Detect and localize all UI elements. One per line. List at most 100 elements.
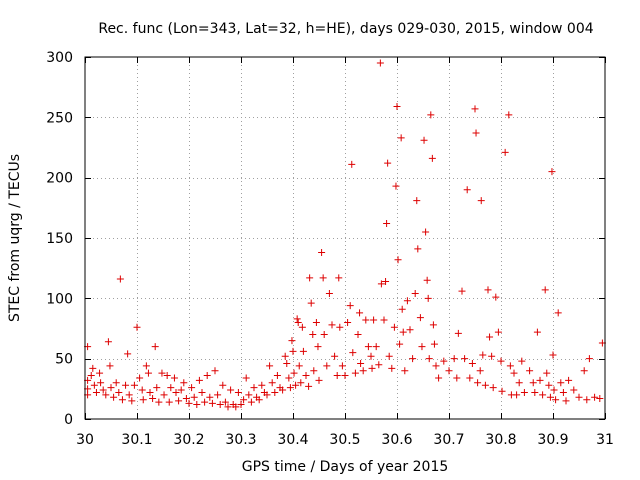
data-point bbox=[367, 352, 375, 360]
data-point bbox=[112, 379, 120, 387]
data-point bbox=[315, 376, 323, 384]
data-point bbox=[545, 381, 553, 389]
data-point bbox=[376, 59, 384, 67]
data-point bbox=[423, 276, 431, 284]
chart-title: Rec. func (Lon=343, Lat=32, h=HE), days … bbox=[98, 21, 593, 37]
data-point bbox=[118, 396, 126, 404]
data-point bbox=[411, 290, 419, 298]
data-point bbox=[206, 393, 214, 401]
data-point bbox=[144, 369, 152, 377]
data-point bbox=[221, 398, 229, 406]
data-point bbox=[385, 352, 393, 360]
data-point bbox=[328, 321, 336, 329]
data-point bbox=[175, 397, 183, 405]
data-point bbox=[552, 396, 560, 404]
data-point bbox=[208, 399, 216, 407]
data-point bbox=[124, 350, 132, 358]
data-point bbox=[393, 102, 401, 110]
data-point bbox=[409, 355, 417, 363]
data-point bbox=[289, 347, 297, 355]
data-point bbox=[153, 384, 161, 392]
data-point bbox=[138, 386, 146, 394]
data-point bbox=[302, 372, 310, 380]
data-point bbox=[283, 359, 291, 367]
data-point bbox=[125, 391, 133, 399]
data-point bbox=[104, 338, 112, 346]
data-point bbox=[384, 159, 392, 167]
data-point bbox=[489, 384, 497, 392]
data-point bbox=[288, 337, 296, 345]
data-point bbox=[160, 391, 168, 399]
data-point bbox=[128, 397, 136, 405]
data-point bbox=[427, 111, 435, 119]
data-point bbox=[432, 362, 440, 370]
x-axis-label: GPS time / Days of year 2015 bbox=[242, 459, 449, 475]
data-point bbox=[486, 333, 494, 341]
data-point bbox=[406, 326, 414, 334]
data-point bbox=[536, 376, 544, 384]
data-point bbox=[377, 280, 385, 288]
data-point bbox=[357, 359, 365, 367]
data-point bbox=[211, 367, 219, 375]
data-point bbox=[501, 148, 509, 156]
data-point bbox=[466, 374, 474, 382]
data-point bbox=[165, 398, 173, 406]
data-point bbox=[155, 398, 163, 406]
data-point bbox=[481, 381, 489, 389]
data-point bbox=[227, 386, 235, 394]
data-point bbox=[396, 340, 404, 348]
data-point bbox=[258, 381, 266, 389]
data-point bbox=[151, 343, 159, 351]
data-point bbox=[136, 374, 144, 382]
data-point bbox=[96, 369, 104, 377]
data-point bbox=[565, 376, 573, 384]
data-point bbox=[133, 323, 141, 331]
data-point bbox=[106, 362, 114, 370]
data-point bbox=[418, 343, 426, 351]
data-point bbox=[333, 372, 341, 380]
data-point bbox=[266, 362, 274, 370]
data-points bbox=[84, 59, 606, 411]
y-tick-label: 250 bbox=[46, 110, 73, 126]
data-point bbox=[149, 394, 157, 402]
data-point bbox=[89, 364, 97, 372]
data-point bbox=[305, 382, 313, 390]
data-point bbox=[450, 355, 458, 363]
plot-frame bbox=[84, 56, 606, 420]
data-point bbox=[214, 391, 222, 399]
data-point bbox=[344, 318, 352, 326]
data-point bbox=[461, 355, 469, 363]
data-point bbox=[416, 314, 424, 322]
data-point bbox=[549, 351, 557, 359]
data-point bbox=[87, 372, 95, 380]
data-point bbox=[518, 357, 526, 365]
data-point bbox=[550, 386, 558, 394]
data-point bbox=[195, 376, 203, 384]
data-point bbox=[383, 220, 391, 228]
data-point bbox=[146, 388, 154, 396]
data-point bbox=[413, 197, 421, 205]
data-point bbox=[255, 396, 263, 404]
data-point bbox=[170, 374, 178, 382]
data-point bbox=[122, 381, 130, 389]
data-point bbox=[331, 352, 339, 360]
data-point bbox=[299, 347, 307, 355]
x-axis-ticks: 30 30.1 30.2 30.3 30.4 30.5 30.6 30.7 30.8 30.9 31 bbox=[76, 57, 614, 448]
data-point bbox=[375, 361, 383, 369]
data-point bbox=[97, 379, 105, 387]
data-point bbox=[116, 275, 124, 283]
y-axis-label: STEC from uqrg / TECUs bbox=[7, 154, 23, 322]
y-tick-label: 50 bbox=[55, 352, 73, 368]
data-point bbox=[370, 316, 378, 324]
data-point bbox=[554, 309, 562, 317]
data-point bbox=[285, 374, 293, 382]
y-axis-ticks: 0 50 100 150 200 250 300 bbox=[46, 50, 605, 428]
data-point bbox=[548, 168, 556, 176]
data-point bbox=[492, 293, 500, 301]
data-point bbox=[307, 299, 315, 307]
x-tick-label: 30.1 bbox=[121, 432, 152, 448]
data-point bbox=[583, 396, 591, 404]
data-point bbox=[234, 388, 242, 396]
data-point bbox=[398, 305, 406, 313]
data-point bbox=[346, 302, 354, 310]
